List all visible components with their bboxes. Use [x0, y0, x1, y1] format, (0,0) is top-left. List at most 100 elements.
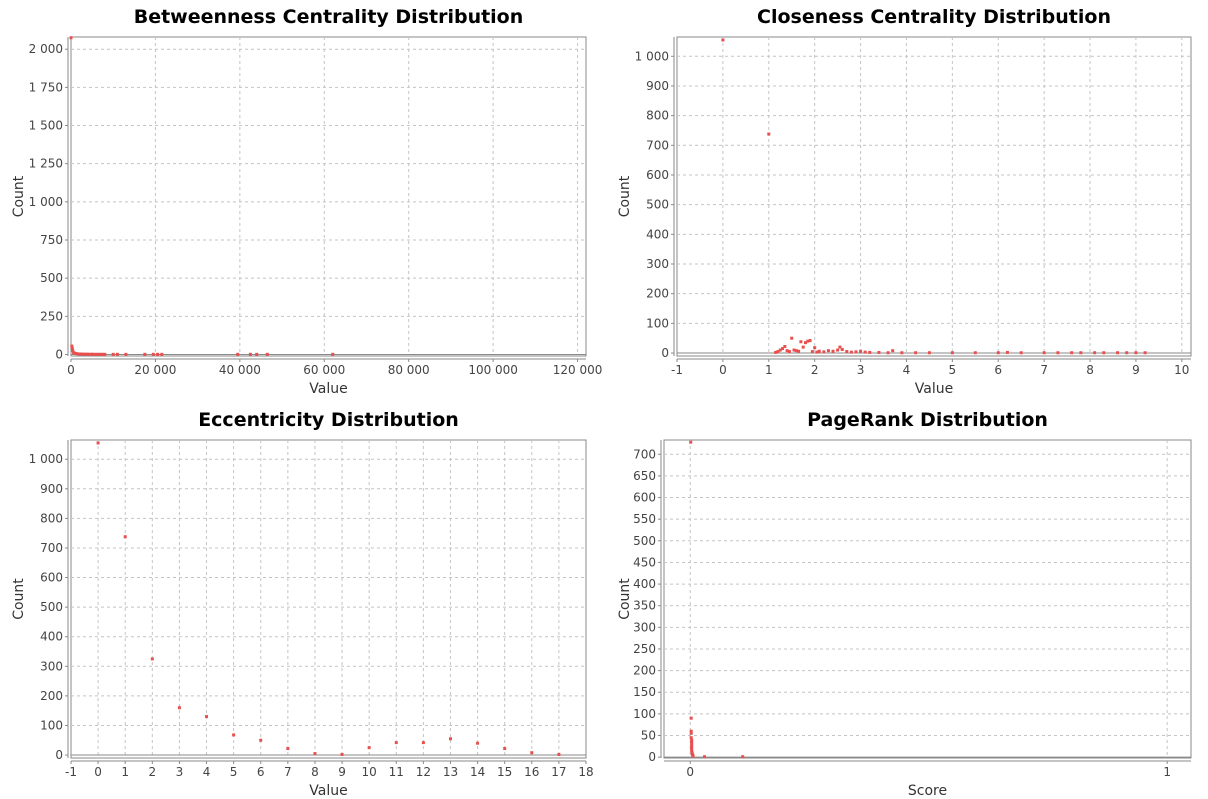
y-tick-label: 650: [633, 469, 656, 483]
data-point: [265, 352, 269, 356]
data-point: [394, 741, 398, 745]
y-tick-label: 500: [633, 534, 656, 548]
data-point: [77, 352, 81, 356]
chart-panel-betweenness: 0 20 000 40 000 60 000 80 000 100 000 120 000 0…: [11, 6, 602, 397]
data-point: [868, 350, 872, 354]
data-point: [70, 344, 74, 348]
x-tick-label: 1: [765, 363, 773, 377]
y-tick-label: 350: [633, 599, 656, 613]
x-tick-label: 4: [903, 363, 911, 377]
chart-title: Closeness Centrality Distribution: [757, 6, 1111, 28]
data-point: [70, 346, 74, 350]
data-point: [94, 352, 98, 356]
y-tick-label: 200: [40, 689, 63, 703]
x-tick-label: 0: [686, 765, 694, 779]
data-point: [801, 345, 805, 349]
data-point: [721, 38, 725, 42]
data-point: [80, 352, 84, 356]
data-point: [996, 351, 1000, 355]
y-tick-label: 200: [646, 287, 669, 301]
data-point: [810, 350, 814, 354]
y-tick-label: 250: [633, 642, 656, 656]
x-tick-label: 1: [121, 765, 129, 779]
y-tick-label: 100: [40, 718, 63, 732]
x-tick-label: 6: [994, 363, 1002, 377]
data-point: [1042, 351, 1046, 355]
x-tick-label: 7: [1040, 363, 1048, 377]
y-tick-label: 700: [40, 541, 63, 555]
data-point: [689, 729, 693, 733]
data-point: [255, 352, 259, 356]
x-axis-label: Value: [309, 381, 347, 397]
data-point: [787, 350, 791, 354]
y-tick-label: 400: [40, 630, 63, 644]
data-point: [557, 752, 561, 756]
y-tick-label: 1 250: [29, 157, 63, 171]
data-point: [236, 352, 240, 356]
y-tick-label: 500: [40, 600, 63, 614]
data-point: [1116, 351, 1120, 355]
x-tick-label: 1: [1163, 765, 1171, 779]
y-tick-label: 700: [646, 138, 669, 152]
data-point: [1070, 351, 1074, 355]
data-point: [92, 352, 96, 356]
y-tick-label: 900: [646, 79, 669, 93]
data-point: [822, 350, 826, 354]
y-tick-label: 1 000: [635, 49, 669, 63]
y-tick-label: 500: [40, 271, 63, 285]
x-tick-label: -1: [671, 363, 683, 377]
data-point: [1079, 351, 1083, 355]
x-tick-label: 13: [443, 765, 458, 779]
plot-area: [676, 36, 1192, 357]
data-point: [1134, 351, 1138, 355]
y-tick-label: 0: [648, 750, 656, 764]
data-point: [503, 747, 507, 751]
plot-area: [70, 36, 587, 357]
data-point: [690, 746, 694, 750]
y-tick-label: 250: [40, 309, 63, 323]
data-point: [973, 351, 977, 355]
y-tick-label: 600: [40, 571, 63, 585]
data-point: [82, 352, 86, 356]
y-tick-label: 600: [633, 491, 656, 505]
data-point: [813, 346, 817, 350]
y-tick-label: 1 500: [29, 119, 63, 133]
data-point: [690, 742, 694, 746]
x-tick-label: 60 000: [303, 363, 345, 377]
y-axis-label: Count: [11, 175, 27, 217]
y-tick-label: 400: [633, 577, 656, 591]
data-point: [808, 339, 812, 343]
data-point: [849, 350, 853, 354]
x-tick-label: 17: [551, 765, 566, 779]
data-point: [111, 352, 115, 356]
y-tick-label: 500: [646, 198, 669, 212]
data-point: [886, 351, 890, 355]
chart-title: Betweenness Centrality Distribution: [134, 6, 524, 28]
data-series: [721, 38, 1147, 355]
y-tick-label: 0: [661, 346, 669, 360]
data-point: [785, 349, 789, 353]
data-point: [156, 352, 160, 356]
x-tick-label: 40 000: [219, 363, 261, 377]
data-point: [804, 341, 807, 345]
x-tick-label: 9: [1132, 363, 1140, 377]
x-tick-label: 20 000: [134, 363, 176, 377]
data-point: [124, 352, 128, 356]
x-tick-label: 8: [1086, 363, 1094, 377]
y-tick-label: 0: [55, 347, 63, 361]
x-tick-label: 3: [857, 363, 865, 377]
x-tick-label: 7: [284, 765, 292, 779]
data-point: [160, 352, 164, 356]
data-point: [691, 754, 695, 758]
x-tick-label: 16: [524, 765, 539, 779]
y-tick-label: 800: [646, 109, 669, 123]
data-point: [831, 349, 835, 353]
chart-panel-closeness: -1 0 1 2 3 4 5 6 7 8 9 1001002003004005006007008009…: [617, 6, 1192, 397]
data-series: [96, 441, 561, 756]
x-tick-label: 80 000: [388, 363, 430, 377]
y-tick-label: 400: [646, 227, 669, 241]
data-point: [781, 347, 785, 351]
data-point: [891, 349, 895, 353]
x-tick-label: 4: [203, 765, 211, 779]
